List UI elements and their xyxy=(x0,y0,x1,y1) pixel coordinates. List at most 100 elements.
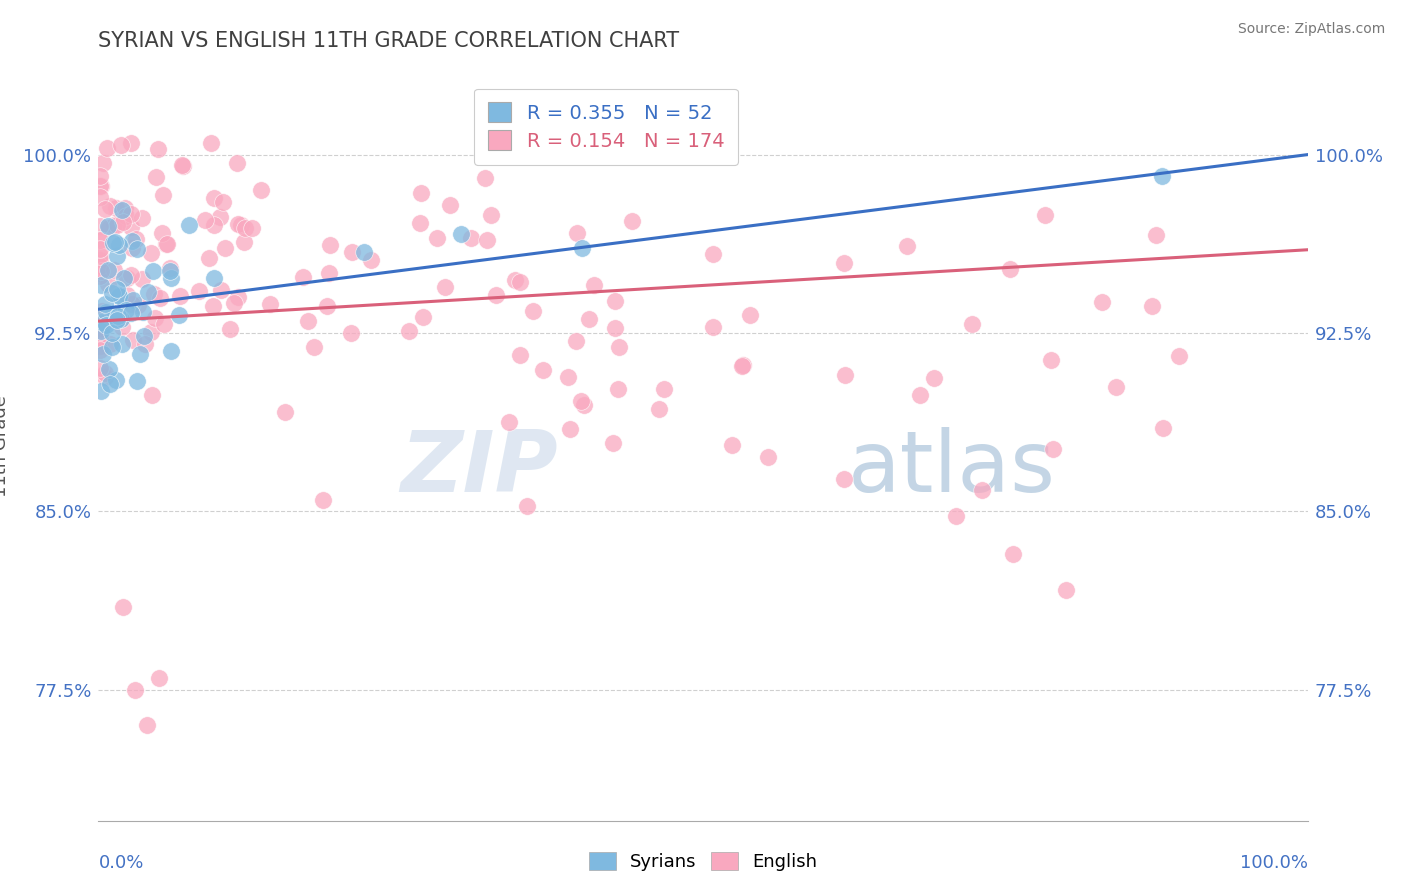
Point xyxy=(89,261,111,276)
Point xyxy=(318,266,340,280)
Point xyxy=(159,264,181,278)
Point xyxy=(120,306,142,320)
Point xyxy=(156,236,179,251)
Point xyxy=(139,325,162,339)
Point xyxy=(98,199,121,213)
Point xyxy=(226,217,249,231)
Point xyxy=(1152,169,1174,184)
Point xyxy=(90,322,112,336)
Point xyxy=(94,305,117,319)
Point xyxy=(111,215,134,229)
Point xyxy=(105,218,128,232)
Point xyxy=(426,231,449,245)
Point xyxy=(159,261,181,276)
Point xyxy=(509,275,531,289)
Point xyxy=(100,340,122,354)
Point xyxy=(522,304,544,318)
Point xyxy=(319,237,342,252)
Point xyxy=(94,296,117,310)
Point xyxy=(120,268,142,282)
Point xyxy=(1042,442,1064,457)
Point xyxy=(115,209,138,223)
Point xyxy=(188,285,211,299)
Point xyxy=(89,253,111,268)
Point xyxy=(292,270,315,285)
Point xyxy=(558,422,581,436)
Point xyxy=(240,220,263,235)
Point xyxy=(97,219,120,234)
Point xyxy=(1142,299,1164,313)
Point xyxy=(433,279,456,293)
Point xyxy=(170,158,193,172)
Point xyxy=(896,239,918,253)
Point xyxy=(531,363,554,377)
Point xyxy=(89,339,111,353)
Point xyxy=(607,340,630,354)
Point xyxy=(1039,353,1062,368)
Point xyxy=(149,291,172,305)
Point xyxy=(150,227,173,241)
Point xyxy=(412,310,434,324)
Point xyxy=(172,159,194,173)
Point xyxy=(731,359,754,374)
Point xyxy=(756,450,779,464)
Point xyxy=(1144,228,1167,243)
Point xyxy=(104,202,127,216)
Point xyxy=(226,156,249,170)
Point xyxy=(96,318,118,332)
Point xyxy=(131,305,153,319)
Point xyxy=(297,314,319,328)
Point xyxy=(136,285,159,299)
Point xyxy=(90,325,112,339)
Point xyxy=(509,348,531,362)
Point xyxy=(127,375,149,389)
Point xyxy=(212,194,235,209)
Point xyxy=(117,287,139,301)
Point xyxy=(1104,380,1126,394)
Point xyxy=(360,253,382,268)
Point xyxy=(169,288,191,302)
Point xyxy=(214,241,236,255)
Point xyxy=(98,221,121,235)
Point xyxy=(603,293,626,308)
Point xyxy=(908,388,931,402)
Text: SYRIAN VS ENGLISH 11TH GRADE CORRELATION CHART: SYRIAN VS ENGLISH 11TH GRADE CORRELATION… xyxy=(98,31,679,51)
Point xyxy=(411,186,433,200)
Point xyxy=(129,347,152,361)
Point xyxy=(89,268,111,283)
Point xyxy=(1091,295,1114,310)
Point xyxy=(91,346,114,360)
Point xyxy=(505,273,527,287)
Point xyxy=(648,402,671,417)
Point xyxy=(474,171,496,186)
Text: Source: ZipAtlas.com: Source: ZipAtlas.com xyxy=(1237,22,1385,37)
Point xyxy=(1167,349,1189,363)
Point xyxy=(312,492,335,507)
Point xyxy=(702,320,724,334)
Point xyxy=(972,483,994,498)
Point xyxy=(89,233,111,247)
Point xyxy=(315,300,337,314)
Point xyxy=(226,289,249,303)
Point xyxy=(97,262,120,277)
Point xyxy=(110,138,132,153)
Point xyxy=(834,256,856,270)
Point xyxy=(90,384,112,398)
Point xyxy=(208,211,231,225)
Point xyxy=(516,500,538,514)
Point xyxy=(107,309,129,323)
Point xyxy=(89,190,111,204)
Point xyxy=(89,322,111,336)
Point xyxy=(572,399,595,413)
Point xyxy=(485,287,508,301)
Point xyxy=(160,271,183,285)
Point xyxy=(219,322,242,336)
Point xyxy=(108,288,131,302)
Point xyxy=(103,218,125,232)
Point xyxy=(169,308,191,322)
Point xyxy=(202,218,225,232)
Point xyxy=(111,599,134,614)
Point xyxy=(450,227,472,241)
Point xyxy=(97,277,120,291)
Point xyxy=(721,438,744,452)
